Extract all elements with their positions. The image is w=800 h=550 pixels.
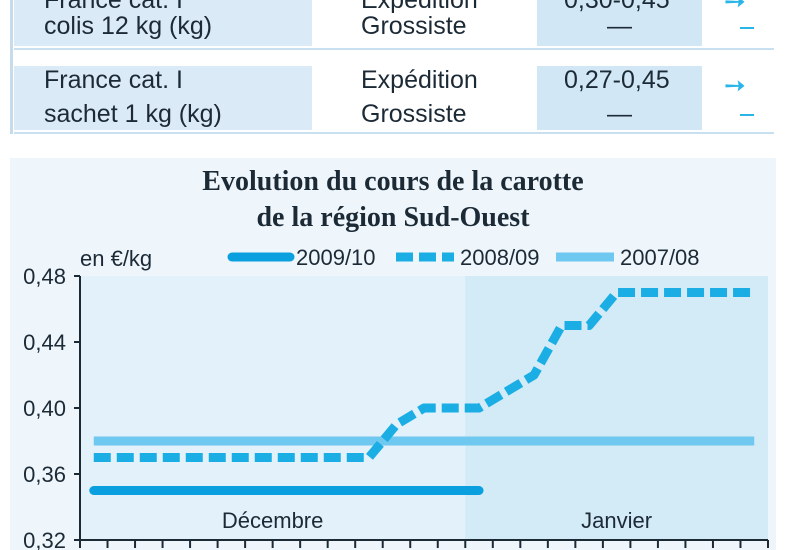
- chart-title-line2: de la région Sud-Ouest: [256, 202, 530, 233]
- price-line2: —: [607, 12, 632, 40]
- trend-cell: ➙: [702, 66, 774, 130]
- product-line2: colis 12 kg (kg): [44, 12, 213, 40]
- price-cell: 0,30-0,45 —: [537, 0, 702, 46]
- up-right-arrow-icon: ➙: [724, 0, 746, 16]
- table-row: France cat. I colis 12 kg (kg) Expéditio…: [14, 0, 774, 46]
- stage-line1: Expédition: [361, 66, 478, 94]
- price-cell: 0,27-0,45 —: [537, 66, 702, 130]
- price-line1: 0,27-0,45: [564, 66, 670, 94]
- x-period-label: Janvier: [581, 508, 652, 533]
- y-tick-label: 0,32: [23, 528, 66, 550]
- table-left-border: [10, 0, 13, 134]
- stage-cell: Expédition Grossiste: [312, 0, 537, 46]
- series-line-2008-09: [93, 288, 755, 462]
- row-divider: [14, 48, 774, 50]
- y-tick-label: 0,48: [23, 264, 66, 289]
- price-table: France cat. I colis 12 kg (kg) Expéditio…: [0, 0, 800, 140]
- plot-band-december: [80, 276, 466, 540]
- chart-title-line1: Evolution du cours de la carotte: [202, 166, 584, 197]
- y-tick-label: 0,44: [23, 330, 66, 355]
- stage-cell: Expédition Grossiste: [312, 66, 537, 130]
- x-period-label: Décembre: [222, 508, 323, 533]
- table-row: France cat. I sachet 1 kg (kg) Expéditio…: [14, 66, 774, 130]
- product-line2: sachet 1 kg (kg): [44, 100, 222, 128]
- legend-label-2007-08: 2007/08: [620, 245, 700, 270]
- y-axis-label: en €/kg: [80, 246, 152, 271]
- price-line2: —: [607, 100, 632, 128]
- product-line1: France cat. I: [44, 66, 183, 94]
- up-right-arrow-icon: ➙: [724, 70, 746, 100]
- stage-line2: Grossiste: [361, 12, 467, 40]
- product-cell: France cat. I sachet 1 kg (kg): [14, 66, 312, 130]
- product-line1: France cat. I: [44, 0, 183, 14]
- price-line1: 0,30-0,45: [564, 0, 670, 14]
- y-tick-label: 0,36: [23, 462, 66, 487]
- legend-label-2008-09: 2008/09: [460, 245, 540, 270]
- row-divider: [14, 132, 774, 134]
- product-cell: France cat. I colis 12 kg (kg): [14, 0, 312, 46]
- stage-line2: Grossiste: [361, 100, 467, 128]
- stage-line1: Expédition: [361, 0, 478, 14]
- y-tick-label: 0,40: [23, 396, 66, 421]
- legend-label-2009-10: 2009/10: [296, 245, 376, 270]
- dash-icon: [740, 27, 754, 29]
- trend-cell: ➙: [702, 0, 774, 46]
- dash-icon: [740, 114, 754, 116]
- plot-band-january: [465, 276, 768, 540]
